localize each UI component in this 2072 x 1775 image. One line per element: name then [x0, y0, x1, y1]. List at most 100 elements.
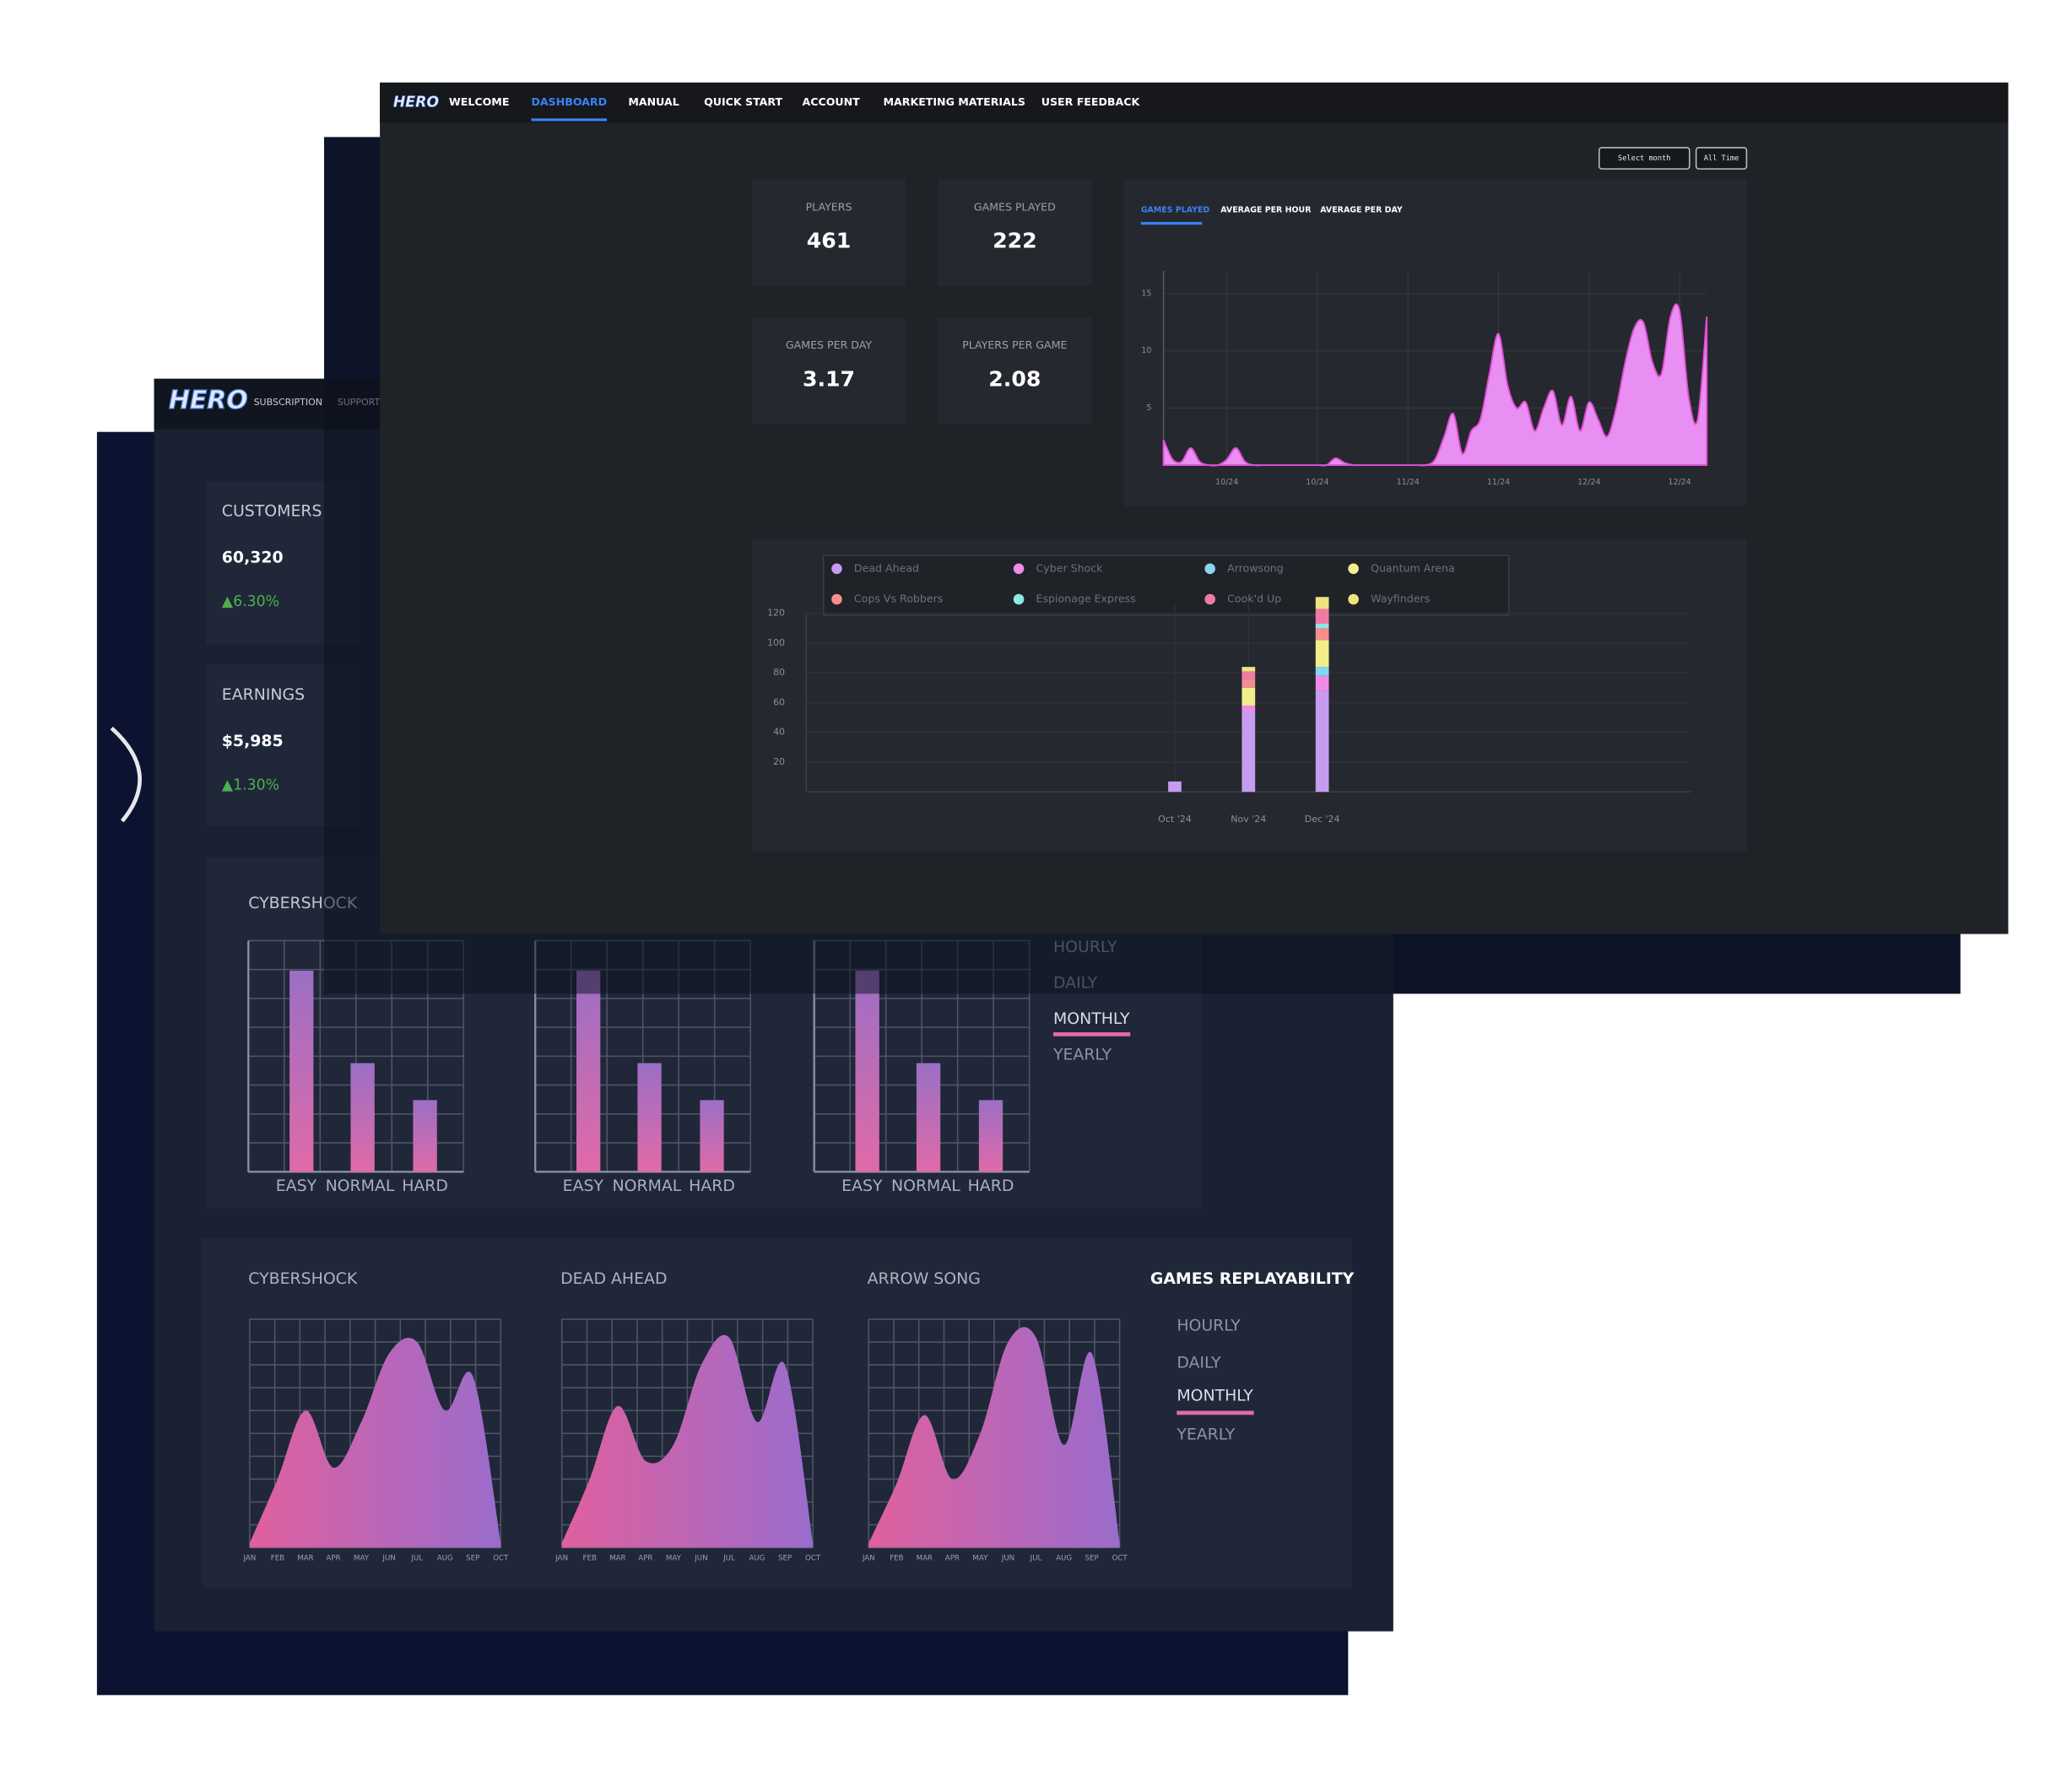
- bar-segment: [1315, 675, 1329, 691]
- legend-label: Arrowsong: [1227, 561, 1284, 574]
- x-tick-label: OCT: [493, 1555, 509, 1563]
- bar-segment: [1242, 687, 1256, 706]
- chart-tab[interactable]: GAMES PLAYED: [1141, 205, 1210, 214]
- chart-title: CYBERSHOCK: [248, 1269, 358, 1288]
- bar-segment: [1242, 679, 1256, 688]
- kpi-card: [751, 179, 906, 286]
- x-tick-label: MAR: [917, 1555, 933, 1563]
- kpi-card: [938, 317, 1092, 425]
- filter-label: All Time: [1704, 154, 1739, 163]
- nav-item[interactable]: MARKETING MATERIALS: [884, 95, 1025, 108]
- x-tick-label: FEB: [890, 1555, 903, 1563]
- bar: [289, 971, 314, 1172]
- bar: [916, 1063, 941, 1172]
- kpi-value: 222: [993, 229, 1037, 253]
- legend-swatch[interactable]: [1348, 563, 1359, 575]
- filter-button[interactable]: [1695, 147, 1748, 170]
- period-option: YEARLY: [1176, 1425, 1235, 1443]
- glow-arc: [110, 726, 142, 823]
- x-tick-label: JUL: [1030, 1555, 1042, 1563]
- period-underline: [1177, 1410, 1254, 1415]
- card-change: ▲1.30%: [222, 777, 279, 793]
- nav-item[interactable]: QUICK START: [704, 95, 782, 108]
- area: [868, 1327, 1120, 1548]
- x-tick-label: NORMAL: [326, 1177, 395, 1195]
- x-tick-label: MAR: [297, 1555, 313, 1563]
- legend-label: Wayfinders: [1371, 593, 1430, 605]
- card-label: CUSTOMERS: [222, 502, 322, 521]
- x-tick-label: JAN: [242, 1555, 256, 1563]
- bar-segment: [1315, 640, 1329, 668]
- area: [249, 1337, 501, 1548]
- x-tick-label: 12/24: [1668, 478, 1691, 487]
- x-tick-label: HARD: [968, 1177, 1014, 1195]
- x-tick-label: FEB: [583, 1555, 597, 1563]
- card-value: 60,320: [222, 549, 284, 567]
- nav-item[interactable]: ACCOUNT: [803, 95, 861, 108]
- y-tick-label: 80: [773, 667, 785, 678]
- kpi-value: 461: [807, 229, 852, 253]
- nav-item: SUBSCRIPTION: [254, 397, 322, 408]
- bar-segment: [1315, 597, 1329, 609]
- x-tick-label: SEP: [1085, 1555, 1099, 1563]
- legend-swatch[interactable]: [1013, 563, 1025, 575]
- x-tick-label: OCT: [805, 1555, 821, 1563]
- legend-box: [822, 555, 1510, 616]
- nav-underline: [531, 118, 608, 122]
- chart-title: ARROW SONG: [868, 1269, 981, 1288]
- bar-segment: [1315, 628, 1329, 641]
- x-tick-label: 10/24: [1215, 478, 1238, 487]
- card-label: EARNINGS: [222, 685, 305, 704]
- x-tick-label: MAY: [666, 1555, 682, 1563]
- nav-item[interactable]: WELCOME: [449, 95, 510, 108]
- x-tick-label: OCT: [1112, 1555, 1128, 1563]
- legend-swatch[interactable]: [1204, 593, 1215, 605]
- chart-tab[interactable]: AVERAGE PER HOUR: [1220, 205, 1312, 214]
- period-underline: [1052, 1032, 1131, 1036]
- bar: [700, 1100, 724, 1172]
- kpi-label: PLAYERS: [806, 200, 852, 213]
- bar-segment: [1242, 712, 1256, 793]
- x-tick-label: HARD: [689, 1177, 735, 1195]
- bar-segment: [1315, 624, 1329, 629]
- y-tick-label: 40: [773, 727, 785, 738]
- x-tick-label: EASY: [563, 1177, 604, 1195]
- period-option: YEARLY: [1052, 1045, 1112, 1063]
- legend-swatch[interactable]: [1348, 593, 1359, 605]
- bar-segment: [1168, 781, 1182, 793]
- y-tick-label: 20: [773, 756, 785, 767]
- x-tick-label: Oct '24: [1158, 814, 1192, 825]
- area: [1162, 303, 1708, 467]
- legend-swatch[interactable]: [831, 563, 842, 575]
- bar: [855, 971, 879, 1172]
- bar-segment: [1315, 667, 1329, 676]
- nav-item[interactable]: DASHBOARD: [531, 95, 607, 108]
- legend-label: Cook'd Up: [1227, 593, 1281, 605]
- x-tick-label: 11/24: [1397, 478, 1420, 487]
- kpi-card: [938, 179, 1092, 286]
- x-tick-label: NORMAL: [612, 1177, 681, 1195]
- x-tick-label: 12/24: [1577, 478, 1600, 487]
- x-tick-label: EASY: [276, 1177, 317, 1195]
- legend-swatch[interactable]: [831, 593, 842, 605]
- kpi-value: 2.08: [988, 366, 1041, 391]
- bar: [978, 1100, 1004, 1172]
- kpi-value: 3.17: [803, 366, 855, 391]
- period-option: DAILY: [1177, 1353, 1221, 1372]
- chart-tab[interactable]: AVERAGE PER DAY: [1320, 205, 1403, 214]
- nav-bar: [380, 82, 2009, 123]
- x-tick-label: APR: [638, 1555, 652, 1563]
- bar: [413, 1100, 437, 1172]
- y-tick-label: 100: [767, 637, 785, 648]
- legend-swatch[interactable]: [1013, 593, 1025, 605]
- card-value: $5,985: [222, 732, 284, 750]
- nav-item[interactable]: USER FEEDBACK: [1041, 95, 1141, 108]
- bar: [637, 1063, 662, 1172]
- legend-swatch[interactable]: [1204, 563, 1215, 575]
- kpi-card: [751, 317, 906, 425]
- filter-button[interactable]: [1598, 147, 1691, 170]
- nav-item[interactable]: MANUAL: [628, 95, 679, 108]
- period-option: MONTHLY: [1177, 1387, 1253, 1405]
